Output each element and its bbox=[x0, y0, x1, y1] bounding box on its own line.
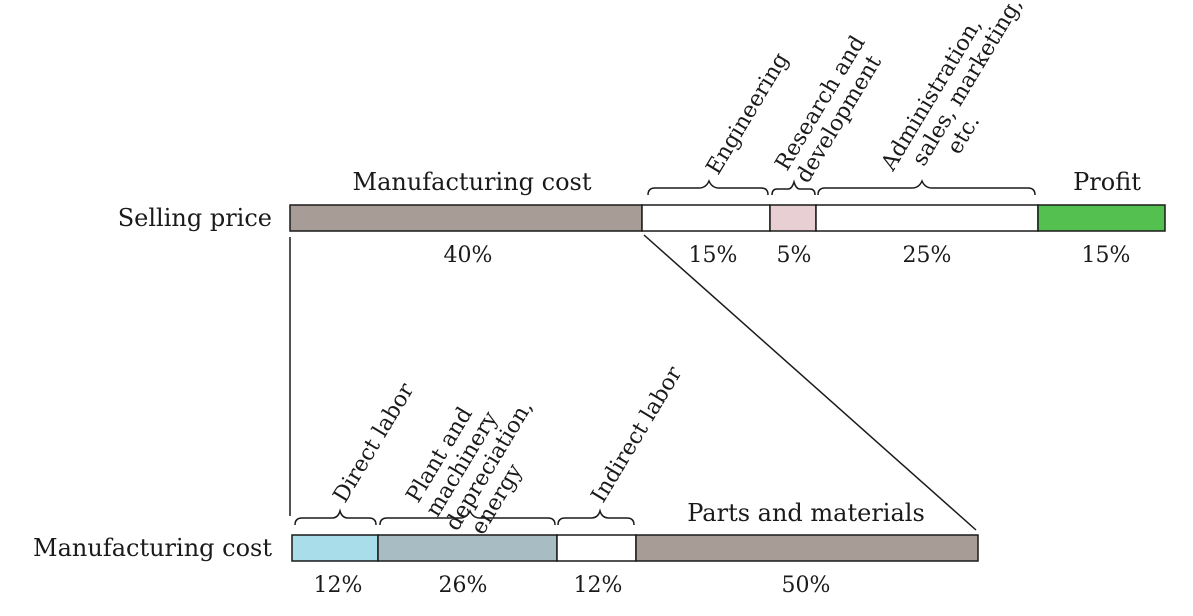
manufacturing-cost-bar bbox=[291, 534, 979, 562]
selling-price-bar bbox=[289, 204, 1166, 232]
label-indirect-labor: Indirect labor bbox=[587, 362, 688, 507]
percent-direct-labor: 12% bbox=[314, 573, 363, 598]
brace-plant-machinery bbox=[379, 509, 556, 526]
label-profit: Profit bbox=[1073, 168, 1141, 196]
brace-research-development bbox=[771, 179, 816, 196]
brace-indirect-labor bbox=[557, 508, 635, 526]
segment-manufacturing-cost bbox=[289, 204, 643, 232]
label-plant-machinery: Plant and machinery depreciation, energy bbox=[400, 365, 563, 547]
segment-plant-machinery bbox=[377, 534, 558, 562]
percent-administration: 25% bbox=[903, 243, 952, 268]
percent-research-development: 5% bbox=[777, 243, 812, 268]
percent-parts-materials: 50% bbox=[782, 573, 831, 598]
percent-plant-machinery: 26% bbox=[439, 573, 488, 598]
label-administration: Administration, sales, marketing, etc. bbox=[876, 0, 1052, 201]
percent-manufacturing-cost: 40% bbox=[444, 243, 493, 268]
percent-profit: 15% bbox=[1082, 243, 1131, 268]
segment-research-development bbox=[769, 204, 817, 232]
label-parts-materials: Parts and materials bbox=[687, 499, 925, 527]
selling-price-row-label: Selling price bbox=[118, 204, 272, 232]
percent-engineering: 15% bbox=[689, 243, 738, 268]
percent-indirect-labor: 12% bbox=[574, 573, 623, 598]
segment-administration bbox=[815, 204, 1039, 232]
segment-engineering bbox=[641, 204, 771, 232]
segment-profit bbox=[1037, 204, 1166, 232]
manufacturing-cost-row-label: Manufacturing cost bbox=[33, 534, 272, 562]
segment-indirect-labor bbox=[556, 534, 637, 562]
brace-direct-labor bbox=[294, 508, 377, 526]
segment-direct-labor bbox=[291, 534, 379, 562]
brace-administration bbox=[817, 179, 1036, 196]
brace-engineering bbox=[647, 179, 769, 196]
label-research-development: Research and development bbox=[771, 26, 895, 188]
segment-parts-materials bbox=[635, 534, 979, 562]
connector-diagonal bbox=[643, 234, 977, 531]
label-manufacturing-cost: Manufacturing cost bbox=[353, 168, 592, 196]
